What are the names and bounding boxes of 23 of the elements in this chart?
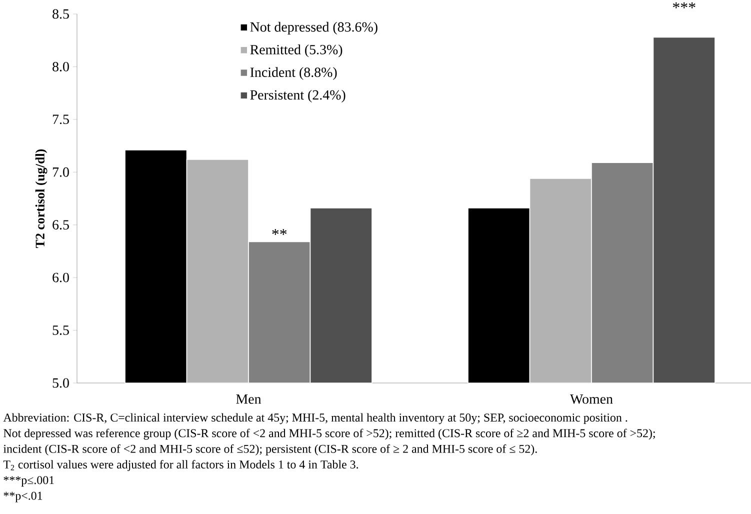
text: **p<.01 bbox=[4, 492, 42, 502]
legend-label: Incident (8.8%) bbox=[250, 67, 337, 80]
annotation: ** bbox=[272, 229, 287, 235]
x-tick-label: Women bbox=[570, 394, 613, 404]
text: Abbreviation: CIS-R, C=clinical interview schedule at 45y; MHI-5, mental health inventory at 50y; SEP, socioeconomic position . bbox=[3, 413, 628, 424]
y-tick-label: 5.5 bbox=[52, 326, 69, 335]
y-tick-label: 8.5 bbox=[52, 9, 69, 19]
text: incident (CIS-R score of <2 and MHI-5 score of ≤52); persistent (CIS-R score of ≥ 2 and MHI-5 score of ≤ 52). bbox=[3, 444, 537, 456]
y-tick-label: 7.5 bbox=[52, 114, 69, 124]
y-tick-label: 8.0 bbox=[52, 62, 69, 72]
y-tick-label: 6.5 bbox=[52, 220, 69, 230]
y-tick-label: 5.0 bbox=[52, 378, 69, 388]
text: Not depressed was reference group (CIS-R score of <2 and MHI-5 score of >52); remitted (CIS-R score of ≥2 and MIH-5 score of >52); bbox=[4, 428, 655, 440]
legend-label: Not depressed (83.6%) bbox=[250, 22, 378, 35]
y-tick-label: 6.0 bbox=[52, 272, 69, 282]
legend-label: Persistent (2.4%) bbox=[250, 90, 346, 102]
y-tick-label: 7.0 bbox=[52, 167, 69, 177]
x-tick-label: Men bbox=[236, 394, 262, 404]
text: T$_{2}$ cortisol values were adjusted for all factors in Models 1 to 4 in Table 3. bbox=[3, 460, 358, 471]
legend-label: Remitted (5.3%) bbox=[250, 44, 342, 58]
y-axis-title: T2 cortisol (ug/dl) bbox=[35, 149, 48, 248]
text: ***p≤.001 bbox=[4, 476, 54, 487]
text: *** bbox=[672, 2, 696, 8]
